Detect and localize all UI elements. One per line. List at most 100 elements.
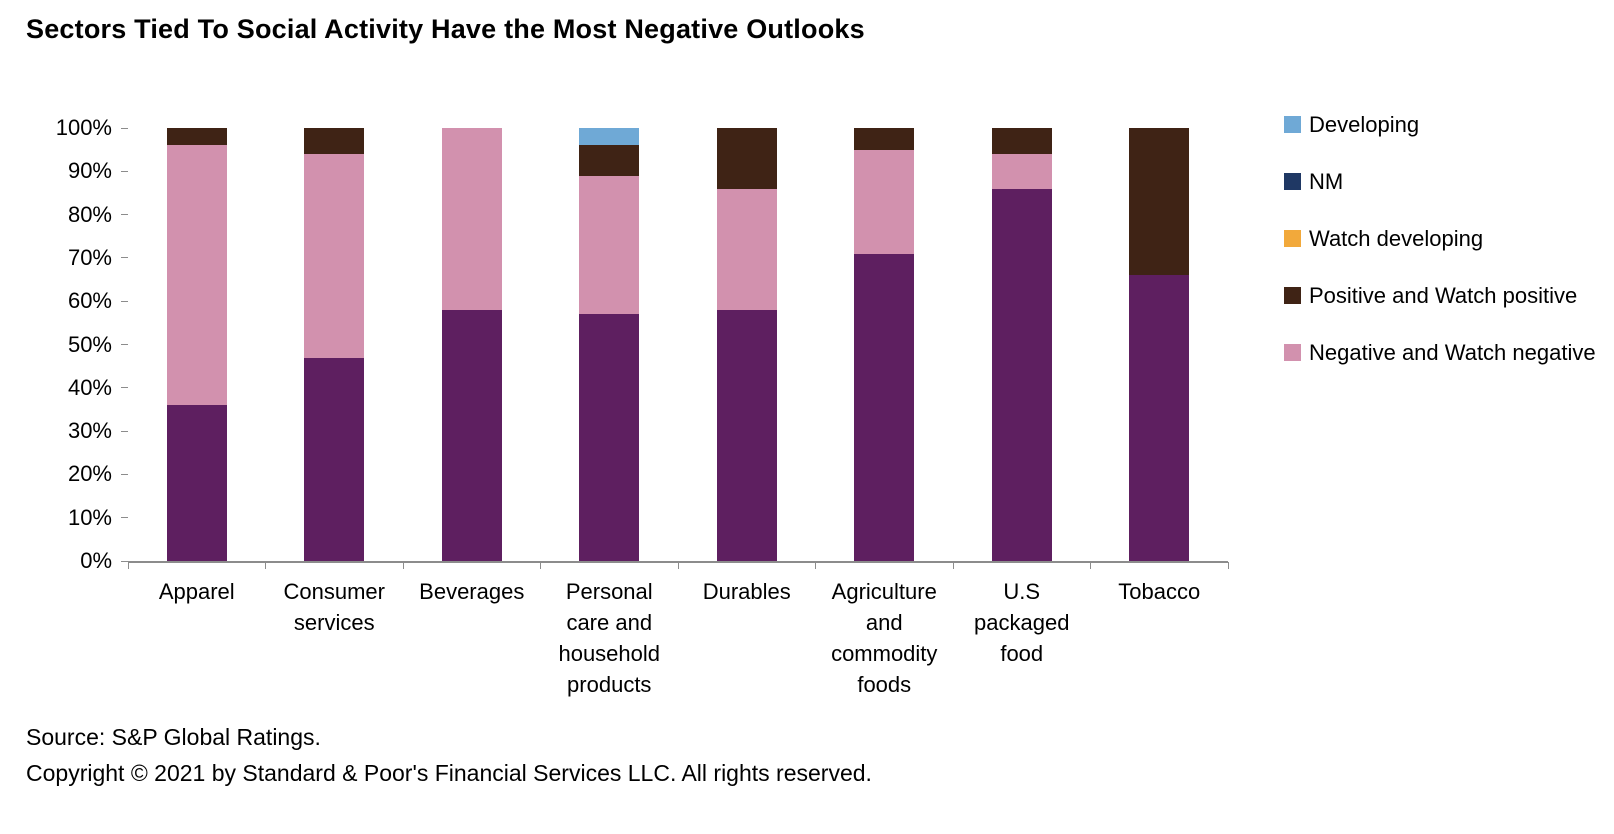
legend-item-nm: NM [1284,167,1600,197]
y-tick-mark [121,214,128,216]
y-tick-mark [121,517,128,519]
bar-slot-personal-care-and-household-products [541,128,679,561]
segment-positive-and-watch-positive [579,145,640,176]
bar-slot-durables [678,128,816,561]
x-category-label: Consumer services [283,579,385,635]
y-tick-label: 90% [67,158,112,184]
segment-stable [854,253,915,561]
plot-area [127,128,1229,569]
y-tick-mark [121,344,128,345]
legend-label: Negative and Watch negative [1309,340,1596,365]
bar-beverages [441,128,502,561]
y-tick-label: 30% [67,418,112,444]
x-tick-mark [127,562,129,569]
y-tick-label: 100% [55,115,112,140]
segment-negative-and-watch-negative [854,149,915,254]
x-tick-mark [1227,562,1229,569]
y-tick-mark [121,430,128,432]
y-tick-label: 50% [67,331,112,357]
legend-item-negative-and-watch-negative: Negative and Watch negative [1284,338,1600,368]
legend-label: Watch developing [1309,226,1484,251]
x-category-label: Tobacco [1118,579,1201,604]
y-tick-label: 80% [67,201,112,227]
bar-durables [716,128,777,561]
x-axis-labels: Apparel Consumer services Beverages Persona… [128,576,1228,700]
segment-stable [991,188,1052,561]
bar-slot-apparel [128,128,266,561]
y-axis: 0% 10% 20% 30% 40% 50% 60% 70% 80% 90% 100% [22,115,128,573]
segment-positive-and-watch-positive [1129,128,1190,276]
segment-stable [716,309,777,561]
legend-swatch [1284,287,1301,304]
bar-personal-care-and-household-products [579,128,640,561]
y-tick-label: 70% [67,244,112,270]
y-tick-mark [121,127,128,129]
x-category-label: Beverages [419,579,525,604]
bar-agriculture-and-commodity-foods [854,128,915,561]
segment-positive-and-watch-positive [991,128,1052,154]
copyright-note: Copyright © 2021 by Standard & Poor's Fi… [26,760,872,786]
y-tick-mark [121,387,128,389]
segment-developing [579,128,640,146]
y-tick-label: 20% [67,461,112,487]
bar-slot-beverages [403,128,541,561]
legend-item-positive-and-watch-positive: Positive and Watch positive [1284,281,1600,311]
x-category-label: U.S packaged food [974,579,1070,666]
y-tick-label: 40% [67,374,112,400]
segment-positive-and-watch-positive [304,128,365,154]
segment-negative-and-watch-negative [991,154,1052,189]
segment-positive-and-watch-positive [166,128,227,146]
segment-stable [166,405,227,561]
segment-positive-and-watch-positive [716,128,777,189]
legend-label: NM [1309,169,1344,194]
chart-title: Sectors Tied To Social Activity Have the… [26,14,865,44]
x-tick-mark [952,562,954,569]
y-tick-mark [121,560,128,562]
legend: Developing NM Watch developing Positive and… [1284,110,1600,368]
legend-label: Developing [1309,112,1420,137]
bar-consumer-services [304,128,365,561]
legend-label: Positive and Watch positive [1309,283,1578,308]
y-tick-mark [121,257,128,259]
y-tick-label: 0% [80,548,112,573]
source-note: Source: S&P Global Ratings. [26,724,321,750]
x-category-label: Agriculture and commodity foods [831,579,938,697]
legend-item-watch-developing: Watch developing [1284,224,1600,254]
x-category-label: Durables [702,579,791,604]
y-tick-label: 60% [67,288,112,314]
bars-container [128,128,1228,561]
bar-slot-agriculture-and-commodity-foods [816,128,954,561]
x-tick-mark [677,562,679,569]
bar-slot-u-s-packaged-food [953,128,1091,561]
x-tick-mark [265,562,266,569]
x-tick-mark [1090,562,1091,569]
x-tick-mark [540,562,541,569]
x-category-label: Apparel [158,579,235,604]
legend-swatch [1284,230,1301,247]
segment-stable [441,309,502,561]
legend-swatch [1284,344,1301,361]
segment-negative-and-watch-negative [441,128,502,310]
bar-u-s-packaged-food [991,128,1052,561]
bar-tobacco [1129,128,1190,561]
segment-stable [1129,275,1190,561]
segment-stable [304,357,365,561]
x-category-label: Personal care and household products [558,579,661,697]
y-tick-mark [121,473,128,475]
y-tick-label: 10% [67,504,112,530]
legend-swatch [1284,116,1301,133]
bar-apparel [166,128,227,561]
x-tick-mark [815,562,816,569]
segment-positive-and-watch-positive [854,128,915,150]
bar-slot-consumer-services [266,128,404,561]
legend-swatch [1284,173,1301,190]
y-tick-mark [121,170,128,172]
segment-negative-and-watch-negative [304,154,365,358]
legend-item-developing: Developing [1284,110,1600,140]
segment-negative-and-watch-negative [579,175,640,315]
bar-slot-tobacco [1091,128,1229,561]
segment-stable [579,314,640,561]
y-tick-mark [121,300,128,302]
x-tick-mark [402,562,404,569]
chart-area: 0% 10% 20% 30% 40% 50% 60% 70% 80% 90% 100% [22,115,1229,573]
